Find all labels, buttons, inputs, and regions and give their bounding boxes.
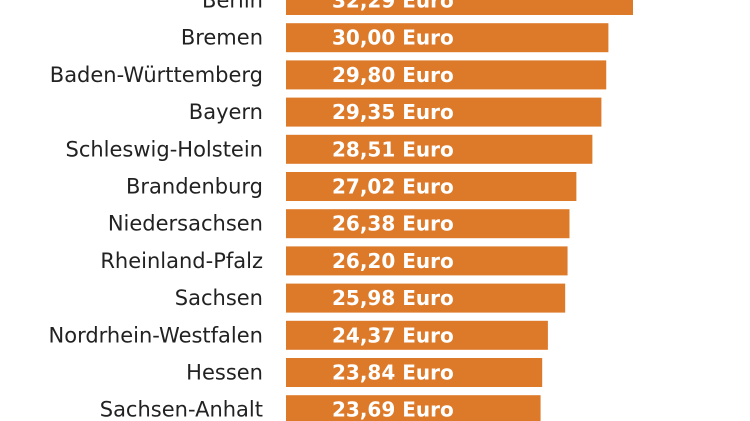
category-label: Nordrhein-Westfalen — [49, 323, 263, 347]
bar — [286, 320, 548, 350]
category-label: Niedersachsen — [108, 212, 263, 236]
bar-group: Sachsen 25,98 Euro — [175, 283, 566, 313]
value-label: 29,35 Euro — [332, 100, 454, 124]
bar-group: Sachsen-Anhalt 23,69 Euro — [100, 395, 541, 421]
value-label: 27,02 Euro — [332, 175, 454, 199]
bar — [286, 23, 609, 53]
category-label: Sachsen — [175, 286, 263, 310]
bar-group: Schleswig-Holstein 28,51 Euro — [65, 134, 593, 164]
category-label: Schleswig-Holstein — [65, 137, 263, 161]
value-label: 28,51 Euro — [332, 137, 454, 161]
bar-group: Berlin 32,29 Euro — [202, 0, 633, 15]
value-label: 24,37 Euro — [332, 323, 454, 347]
value-label: 23,69 Euro — [332, 398, 454, 421]
category-label: Hessen — [186, 361, 263, 385]
value-label: 26,38 Euro — [332, 212, 454, 236]
bar — [286, 0, 633, 15]
value-label: 25,98 Euro — [332, 286, 454, 310]
category-label: Baden-Württemberg — [50, 63, 263, 87]
value-label: 29,80 Euro — [332, 63, 454, 87]
category-label: Bayern — [189, 100, 263, 124]
bar — [286, 172, 577, 201]
bar-group: Brandenburg 27,02 Euro — [126, 172, 577, 201]
value-label: 30,00 Euro — [332, 26, 454, 50]
category-label: Brandenburg — [126, 175, 263, 199]
bar — [286, 283, 566, 313]
bar — [286, 209, 570, 239]
bar — [286, 395, 541, 421]
bar-group: Niedersachsen 26,38 Euro — [108, 209, 570, 239]
bar — [286, 97, 602, 127]
bar-group: Bayern 29,35 Euro — [189, 97, 602, 127]
bar — [286, 358, 543, 387]
bar — [286, 134, 593, 164]
category-label: Bremen — [181, 26, 263, 50]
bar — [286, 246, 568, 276]
bar-group: Nordrhein-Westfalen 24,37 Euro — [49, 320, 548, 350]
category-label: Rheinland-Pfalz — [100, 249, 263, 273]
category-label: Berlin — [202, 0, 263, 13]
value-label: 23,84 Euro — [332, 361, 454, 385]
category-label: Sachsen-Anhalt — [100, 398, 263, 421]
value-label: 32,29 Euro — [332, 0, 454, 13]
bar-group: Hessen 23,84 Euro — [186, 358, 543, 387]
bar — [286, 60, 607, 90]
bar-group: Bremen 30,00 Euro — [181, 23, 609, 53]
bar-group: Baden-Württemberg 29,80 Euro — [50, 60, 607, 90]
value-label: 26,20 Euro — [332, 249, 454, 273]
bar-group: Rheinland-Pfalz 26,20 Euro — [100, 246, 568, 276]
